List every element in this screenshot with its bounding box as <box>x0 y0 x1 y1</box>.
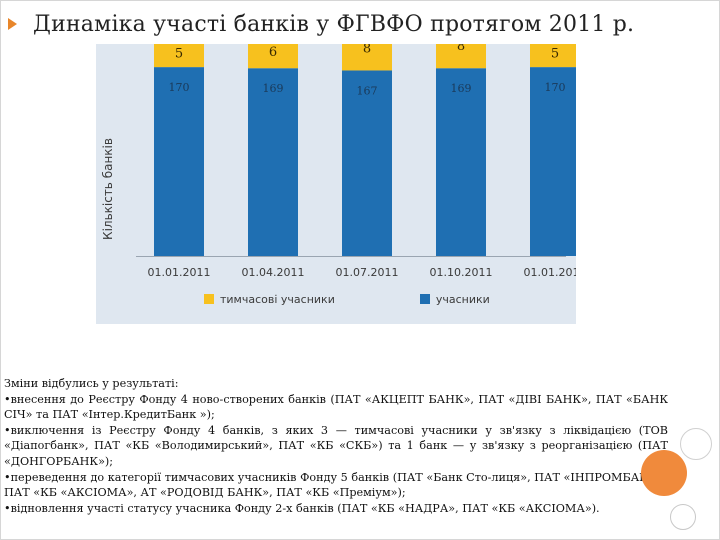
x-tick-label: 01.04.2011 <box>242 266 305 279</box>
x-tick-label: 01.01.2012 <box>524 266 576 279</box>
legend-label-temporary: тимчасові учасники <box>220 292 335 306</box>
bar-participants <box>436 68 486 256</box>
legend-swatch-temporary <box>204 294 214 304</box>
legend-item-temporary: тимчасові учасники <box>204 291 335 307</box>
bar-participants <box>530 67 576 256</box>
y-axis-label: Кількість банків <box>96 94 120 284</box>
notes-item: •відновлення участі статусу учасника Фон… <box>4 501 600 515</box>
data-label-temporary: 6 <box>269 45 277 60</box>
bar-participants <box>248 68 298 256</box>
data-label-participants: 169 <box>263 82 284 95</box>
legend-item-participants: учасники <box>419 291 490 307</box>
data-label-temporary: 5 <box>551 47 559 62</box>
data-label-participants: 170 <box>545 81 566 94</box>
x-tick-label: 01.07.2011 <box>336 266 399 279</box>
bar-participants <box>342 70 392 256</box>
title-row: Динаміка участі банків у ФГВФО протягом … <box>6 6 634 42</box>
data-label-participants: 167 <box>357 84 378 97</box>
notes-item: •внесення до Реєстру Фонду 4 ново-створе… <box>4 392 668 422</box>
data-label-temporary: 8 <box>457 44 465 54</box>
data-label-temporary: 8 <box>363 44 371 56</box>
data-label-temporary: 5 <box>175 47 183 62</box>
bar-chart: 170 5 01.01.2011 169 6 01.04.2011 167 8 01.07.20… <box>136 44 576 279</box>
data-label-participants: 170 <box>169 81 190 94</box>
legend-swatch-participants <box>419 294 430 304</box>
bar-participants <box>154 67 204 256</box>
y-axis-label-text: Кількість банків <box>101 138 115 240</box>
notes-item: •переведення до категорії тимчасових уча… <box>4 470 668 500</box>
chart-panel: 170 5 01.01.2011 169 6 01.04.2011 167 8 01.07.20… <box>96 44 576 324</box>
notes-block: Зміни відбулись у результаті: •внесення … <box>4 376 668 516</box>
title-bullet-icon <box>8 18 17 30</box>
chart-legend: тимчасові учасники учасники <box>204 291 564 307</box>
notes-item: •виключення із Реєстру Фонду 4 банків, з… <box>4 423 668 468</box>
data-label-participants: 169 <box>451 82 472 95</box>
bar-temporary <box>248 44 298 69</box>
bar-temporary <box>342 44 392 71</box>
bar-temporary <box>436 44 486 69</box>
bar-temporary <box>530 44 576 68</box>
decorative-circle-small <box>670 504 696 530</box>
legend-label-participants: учасники <box>435 292 490 306</box>
notes-intro: Зміни відбулись у результаті: <box>4 377 179 390</box>
decorative-circle-orange <box>641 450 687 496</box>
x-tick-label: 01.01.2011 <box>148 266 211 279</box>
bar-temporary <box>154 44 204 68</box>
page-title: Динаміка участі банків у ФГВФО протягом … <box>33 11 635 37</box>
decorative-ring <box>680 428 712 460</box>
x-tick-label: 01.10.2011 <box>430 266 493 279</box>
